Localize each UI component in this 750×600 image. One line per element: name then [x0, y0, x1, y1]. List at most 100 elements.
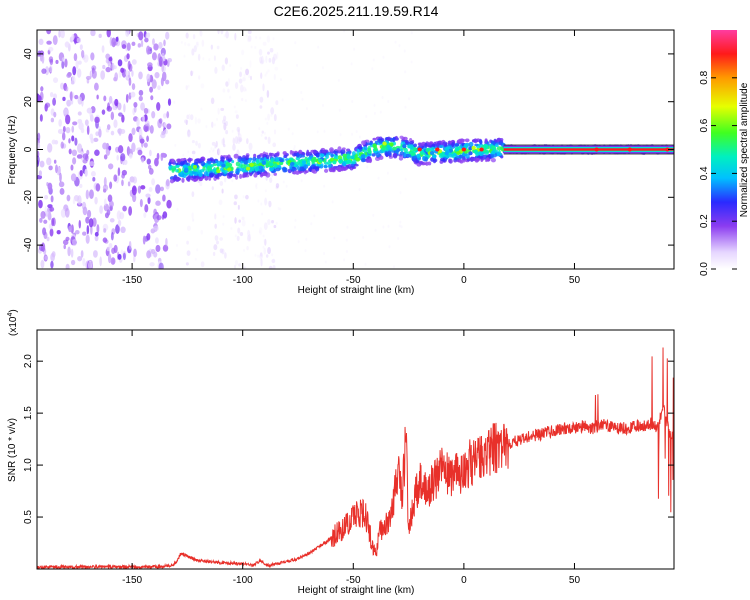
- heatmap-cell: [475, 158, 480, 162]
- heatmap-cell: [274, 67, 278, 71]
- heatmap-cell: [144, 38, 148, 43]
- heatmap-cell: [187, 176, 190, 179]
- heatmap-cell: [70, 165, 73, 171]
- heatmap-cell: [119, 212, 124, 219]
- heatmap-cell: [273, 258, 275, 261]
- heatmap-cell: [491, 158, 496, 162]
- heatmap-cell: [267, 69, 269, 72]
- heatmap-cell: [107, 124, 111, 130]
- heatmap-cell: [111, 112, 114, 120]
- heatmap-cell: [411, 31, 413, 34]
- heatmap-cell: [187, 250, 191, 256]
- heatmap-cell: [214, 123, 216, 126]
- heatmap-cell: [267, 52, 270, 55]
- heatmap-cell: [240, 67, 242, 70]
- heatmap-cell: [159, 118, 163, 124]
- heatmap-cell: [221, 164, 225, 168]
- heatmap-cell: [480, 156, 483, 159]
- heatmap-cell: [395, 41, 397, 44]
- heatmap-cell: [211, 98, 215, 105]
- heatmap-cell: [273, 163, 277, 167]
- heatmap-cell: [261, 212, 263, 215]
- heatmap-cell: [323, 252, 325, 255]
- heatmap-cell: [94, 83, 99, 91]
- heatmap-cell: [100, 70, 105, 80]
- heatmap-cell: [159, 56, 163, 65]
- heatmap-cell: [242, 173, 246, 178]
- heatmap-cell: [118, 254, 122, 260]
- heatmap-cell: [273, 173, 277, 176]
- heatmap-cell: [417, 154, 421, 158]
- heatmap-cell: [267, 114, 270, 121]
- heatmap-cell: [225, 57, 228, 64]
- heatmap-cell: [57, 230, 61, 234]
- heatmap-ytick-label: 40: [23, 48, 34, 60]
- heatmap-cell: [93, 138, 98, 142]
- heatmap-cell: [71, 80, 74, 84]
- snr-ylabel: SNR (10 * v/v): [7, 418, 18, 482]
- heatmap-cell: [247, 230, 250, 237]
- heatmap-cell: [186, 32, 189, 38]
- heatmap-cell: [253, 173, 257, 178]
- heatmap-cell: [40, 161, 45, 168]
- heatmap-cell: [398, 44, 400, 47]
- heatmap-cell: [213, 163, 217, 166]
- heatmap-cell: [38, 200, 43, 209]
- heatmap-cell: [275, 158, 279, 162]
- heatmap-cell: [129, 64, 133, 72]
- heatmap-cell: [118, 112, 123, 116]
- heatmap-cell: [161, 153, 166, 158]
- heatmap-cell: [257, 176, 259, 179]
- heatmap-cell: [94, 117, 99, 124]
- heatmap-cell: [495, 144, 499, 147]
- heatmap-cell: [374, 104, 376, 107]
- heatmap-cell: [147, 158, 151, 164]
- heatmap-cell: [195, 117, 197, 125]
- heatmap-cell: [141, 40, 143, 47]
- heatmap-cell: [63, 109, 68, 115]
- heatmap-cell: [90, 114, 94, 121]
- heatmap-cell: [462, 148, 466, 152]
- heatmap-cell: [258, 127, 260, 130]
- heatmap-cell: [265, 56, 267, 63]
- heatmap-cell: [346, 226, 348, 229]
- heatmap-cell: [193, 165, 197, 169]
- heatmap-cell: [424, 157, 428, 162]
- heatmap-cell: [120, 153, 125, 161]
- heatmap-cell: [109, 96, 112, 104]
- heatmap-cell: [235, 168, 239, 173]
- heatmap-cell: [59, 173, 62, 183]
- heatmap-cell: [128, 206, 132, 216]
- heatmap-cell: [244, 161, 248, 165]
- heatmap-cell: [55, 60, 58, 64]
- heatmap-cell: [121, 179, 124, 186]
- heatmap-cell: [151, 111, 155, 118]
- heatmap-cell: [46, 158, 51, 166]
- heatmap-cell: [267, 219, 270, 225]
- heatmap-cell: [166, 200, 171, 209]
- heatmap-cell: [52, 98, 56, 106]
- heatmap-cell: [400, 152, 405, 156]
- heatmap-cell: [103, 237, 108, 242]
- heatmap-cell: [225, 130, 228, 134]
- heatmap-cell: [47, 183, 52, 191]
- heatmap-cell: [198, 75, 200, 79]
- heatmap-cell: [187, 43, 190, 46]
- heatmap-cell: [147, 33, 151, 38]
- heatmap-cell: [240, 85, 244, 93]
- heatmap-cell: [322, 150, 326, 153]
- snr-xtick-label: -150: [122, 575, 142, 586]
- heatmap-cell: [322, 66, 324, 69]
- heatmap-cell: [375, 229, 377, 232]
- heatmap-cell: [225, 31, 229, 39]
- heatmap-ytick-label: -40: [23, 237, 34, 252]
- heatmap-cell: [338, 79, 340, 82]
- colorbar-gradient: [711, 30, 737, 269]
- heatmap-cell: [387, 137, 391, 141]
- heatmap-cell: [156, 102, 160, 111]
- heatmap-cell: [214, 213, 216, 216]
- heatmap-cell: [257, 155, 261, 159]
- heatmap-cell: [108, 253, 111, 263]
- heatmap-cell: [61, 142, 64, 149]
- heatmap-cell: [250, 60, 252, 67]
